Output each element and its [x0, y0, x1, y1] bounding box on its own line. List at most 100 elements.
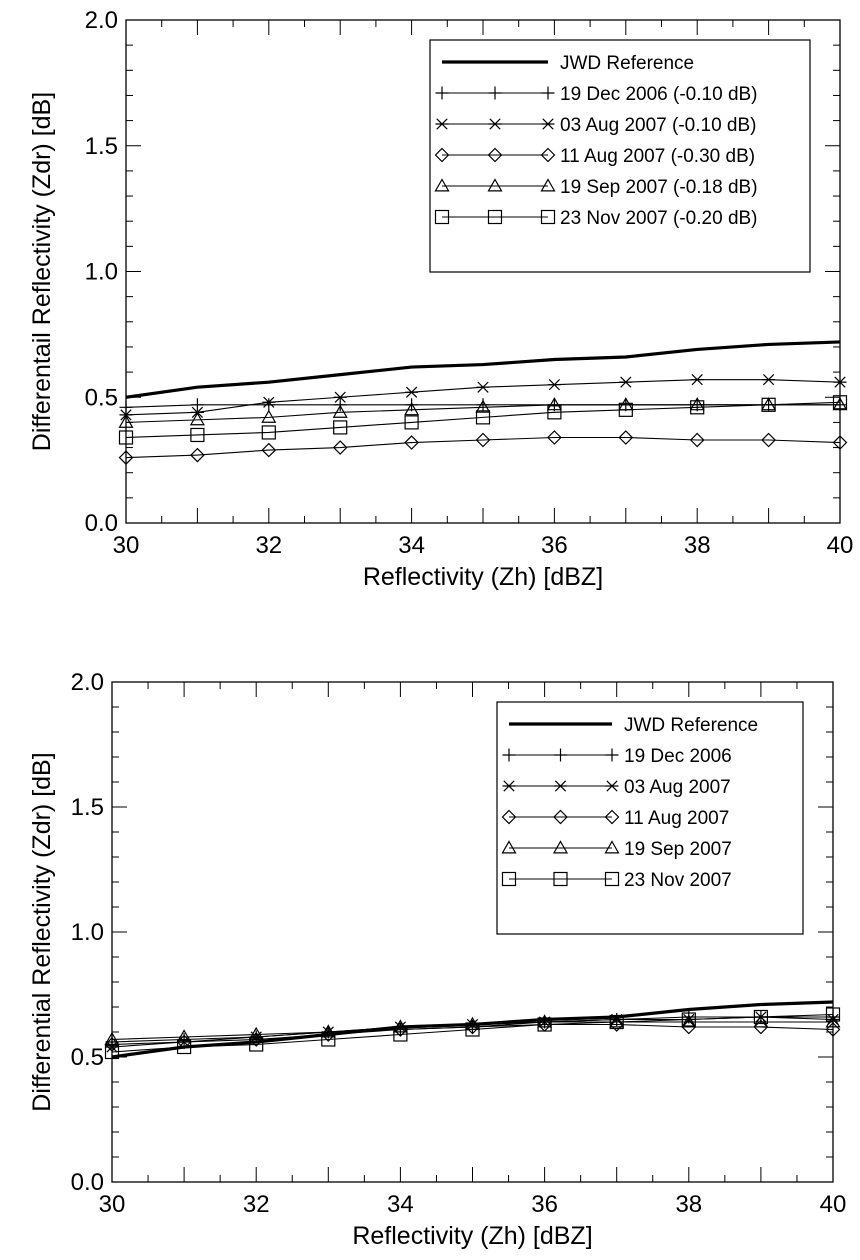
- legend-label: 11 Aug 2007: [624, 808, 729, 829]
- legend-marker: [502, 780, 516, 792]
- legend-marker: [488, 118, 502, 130]
- data-point: [753, 1014, 769, 1028]
- x-tick-label: 32: [243, 1191, 270, 1218]
- x-tick-label: 38: [684, 532, 711, 559]
- legend-marker: [435, 86, 449, 100]
- legend-marker: [434, 147, 450, 163]
- data-point: [761, 397, 776, 412]
- data-point: [404, 435, 419, 450]
- data-point: [609, 1014, 625, 1028]
- data-point: [753, 1019, 769, 1035]
- series-line: [125, 404, 840, 423]
- data-point: [190, 427, 205, 443]
- top-series-11-aug-2007-0-30-db: [118, 430, 848, 465]
- data-point: [320, 1024, 336, 1038]
- legend-marker: [488, 86, 502, 100]
- y-tick-label: 1.0: [71, 919, 104, 946]
- data-point: [546, 397, 562, 411]
- data-point: [104, 1031, 120, 1045]
- data-point: [826, 1013, 840, 1026]
- legend-label: 23 Nov 2007 (-0.20 dB): [560, 208, 758, 229]
- bottom-series-23-nov-2007: [104, 1007, 841, 1060]
- data-point: [762, 374, 776, 386]
- data-point: [475, 432, 491, 448]
- data-point: [332, 440, 348, 455]
- data-point: [393, 1027, 408, 1042]
- data-point: [404, 415, 419, 430]
- top-y-axis-title: Differentail Reflectivity (Zdr) [dB]: [28, 92, 56, 451]
- y-tick-label: 2.0: [85, 7, 118, 34]
- y-tick-label: 0.5: [71, 1044, 104, 1071]
- data-point: [833, 376, 847, 388]
- data-point: [333, 420, 348, 435]
- series-line: [125, 340, 841, 399]
- legend-marker: [487, 147, 503, 163]
- legend-entry: 11 Aug 2007: [501, 808, 729, 829]
- data-point: [547, 405, 562, 420]
- data-point: [262, 396, 276, 408]
- data-point: [547, 430, 562, 445]
- legend-label: 19 Sep 2007: [624, 839, 732, 860]
- legend-marker: [540, 209, 556, 225]
- data-point: [104, 1037, 120, 1052]
- legend-marker: [434, 209, 450, 225]
- legend-marker: [540, 178, 556, 192]
- legend-marker: [541, 86, 555, 100]
- data-point: [190, 447, 205, 463]
- bottom-x-axis-title: Reflectivity (Zh) [dBZ]: [352, 1222, 592, 1250]
- data-point: [190, 398, 204, 412]
- series-line: [111, 1013, 834, 1053]
- legend-marker: [553, 809, 568, 825]
- data-point: [537, 1014, 553, 1028]
- top-chart: 30 32 34 36 38 40 0.0 0.5 1.0 1.5 2.0 Reflectivity …: [0, 0, 860, 620]
- legend-label: 03 Aug 2007 (-0.10 dB): [560, 115, 756, 136]
- data-point: [832, 435, 848, 450]
- legend-marker: [502, 748, 516, 762]
- top-legend: JWD Reference 19 Dec 2006 (-0.10 dB) 03 Au…: [429, 39, 811, 273]
- data-point: [761, 432, 776, 448]
- legend-entry: 19 Dec 2006: [502, 746, 732, 767]
- x-tick-label: 36: [541, 532, 568, 559]
- data-point: [248, 1032, 264, 1047]
- legend-label: 11 Aug 2007 (-0.30 dB): [560, 146, 755, 167]
- data-point: [547, 379, 561, 391]
- legend-entry: 19 Dec 2006 (-0.10 dB): [435, 84, 758, 105]
- legend-entry: 11 Aug 2007 (-0.30 dB): [434, 146, 755, 167]
- legend-marker: [554, 748, 567, 762]
- data-point: [249, 1037, 264, 1052]
- x-tick-label: 30: [113, 532, 140, 559]
- legend-label: 19 Dec 2006 (-0.10 dB): [560, 84, 758, 105]
- data-point: [681, 1019, 697, 1035]
- legend-label: JWD Reference: [560, 53, 694, 74]
- data-point: [609, 1014, 624, 1030]
- top-series-03-aug-2007-0-10-db: [119, 374, 847, 421]
- top-series-23-nov-2007-0-20-db: [118, 395, 848, 445]
- data-point: [104, 1044, 120, 1060]
- data-point: [189, 412, 205, 426]
- y-tick-label: 0.5: [85, 384, 118, 411]
- y-tick-label: 1.5: [85, 133, 118, 160]
- legend-entry: 19 Sep 2007: [501, 839, 732, 860]
- data-point: [832, 395, 848, 410]
- data-point: [405, 386, 419, 398]
- top-chart-svg: 30 32 34 36 38 40 0.0 0.5 1.0 1.5 2.0 Reflectivity …: [28, 7, 853, 591]
- x-tick-label: 34: [387, 1191, 414, 1218]
- data-point: [465, 1022, 480, 1037]
- data-point: [618, 430, 634, 445]
- legend-entry: 03 Aug 2007: [502, 777, 731, 798]
- y-tick-label: 1.5: [71, 794, 104, 821]
- top-series-jwd-reference: [125, 340, 841, 399]
- data-point: [118, 414, 134, 428]
- data-point: [405, 398, 419, 412]
- data-point: [475, 410, 491, 425]
- legend-entry: 19 Sep 2007 (-0.18 dB): [434, 177, 758, 198]
- y-tick-label: 1.0: [85, 259, 118, 286]
- legend-marker: [604, 840, 620, 854]
- legend-marker: [541, 118, 555, 130]
- data-point: [825, 1007, 841, 1022]
- series-line: [125, 401, 841, 439]
- legend-marker: [553, 871, 568, 887]
- legend-label: 19 Sep 2007 (-0.18 dB): [560, 177, 758, 198]
- x-tick-label: 32: [255, 532, 282, 559]
- top-x-axis-title: Reflectivity (Zh) [dBZ]: [363, 563, 603, 591]
